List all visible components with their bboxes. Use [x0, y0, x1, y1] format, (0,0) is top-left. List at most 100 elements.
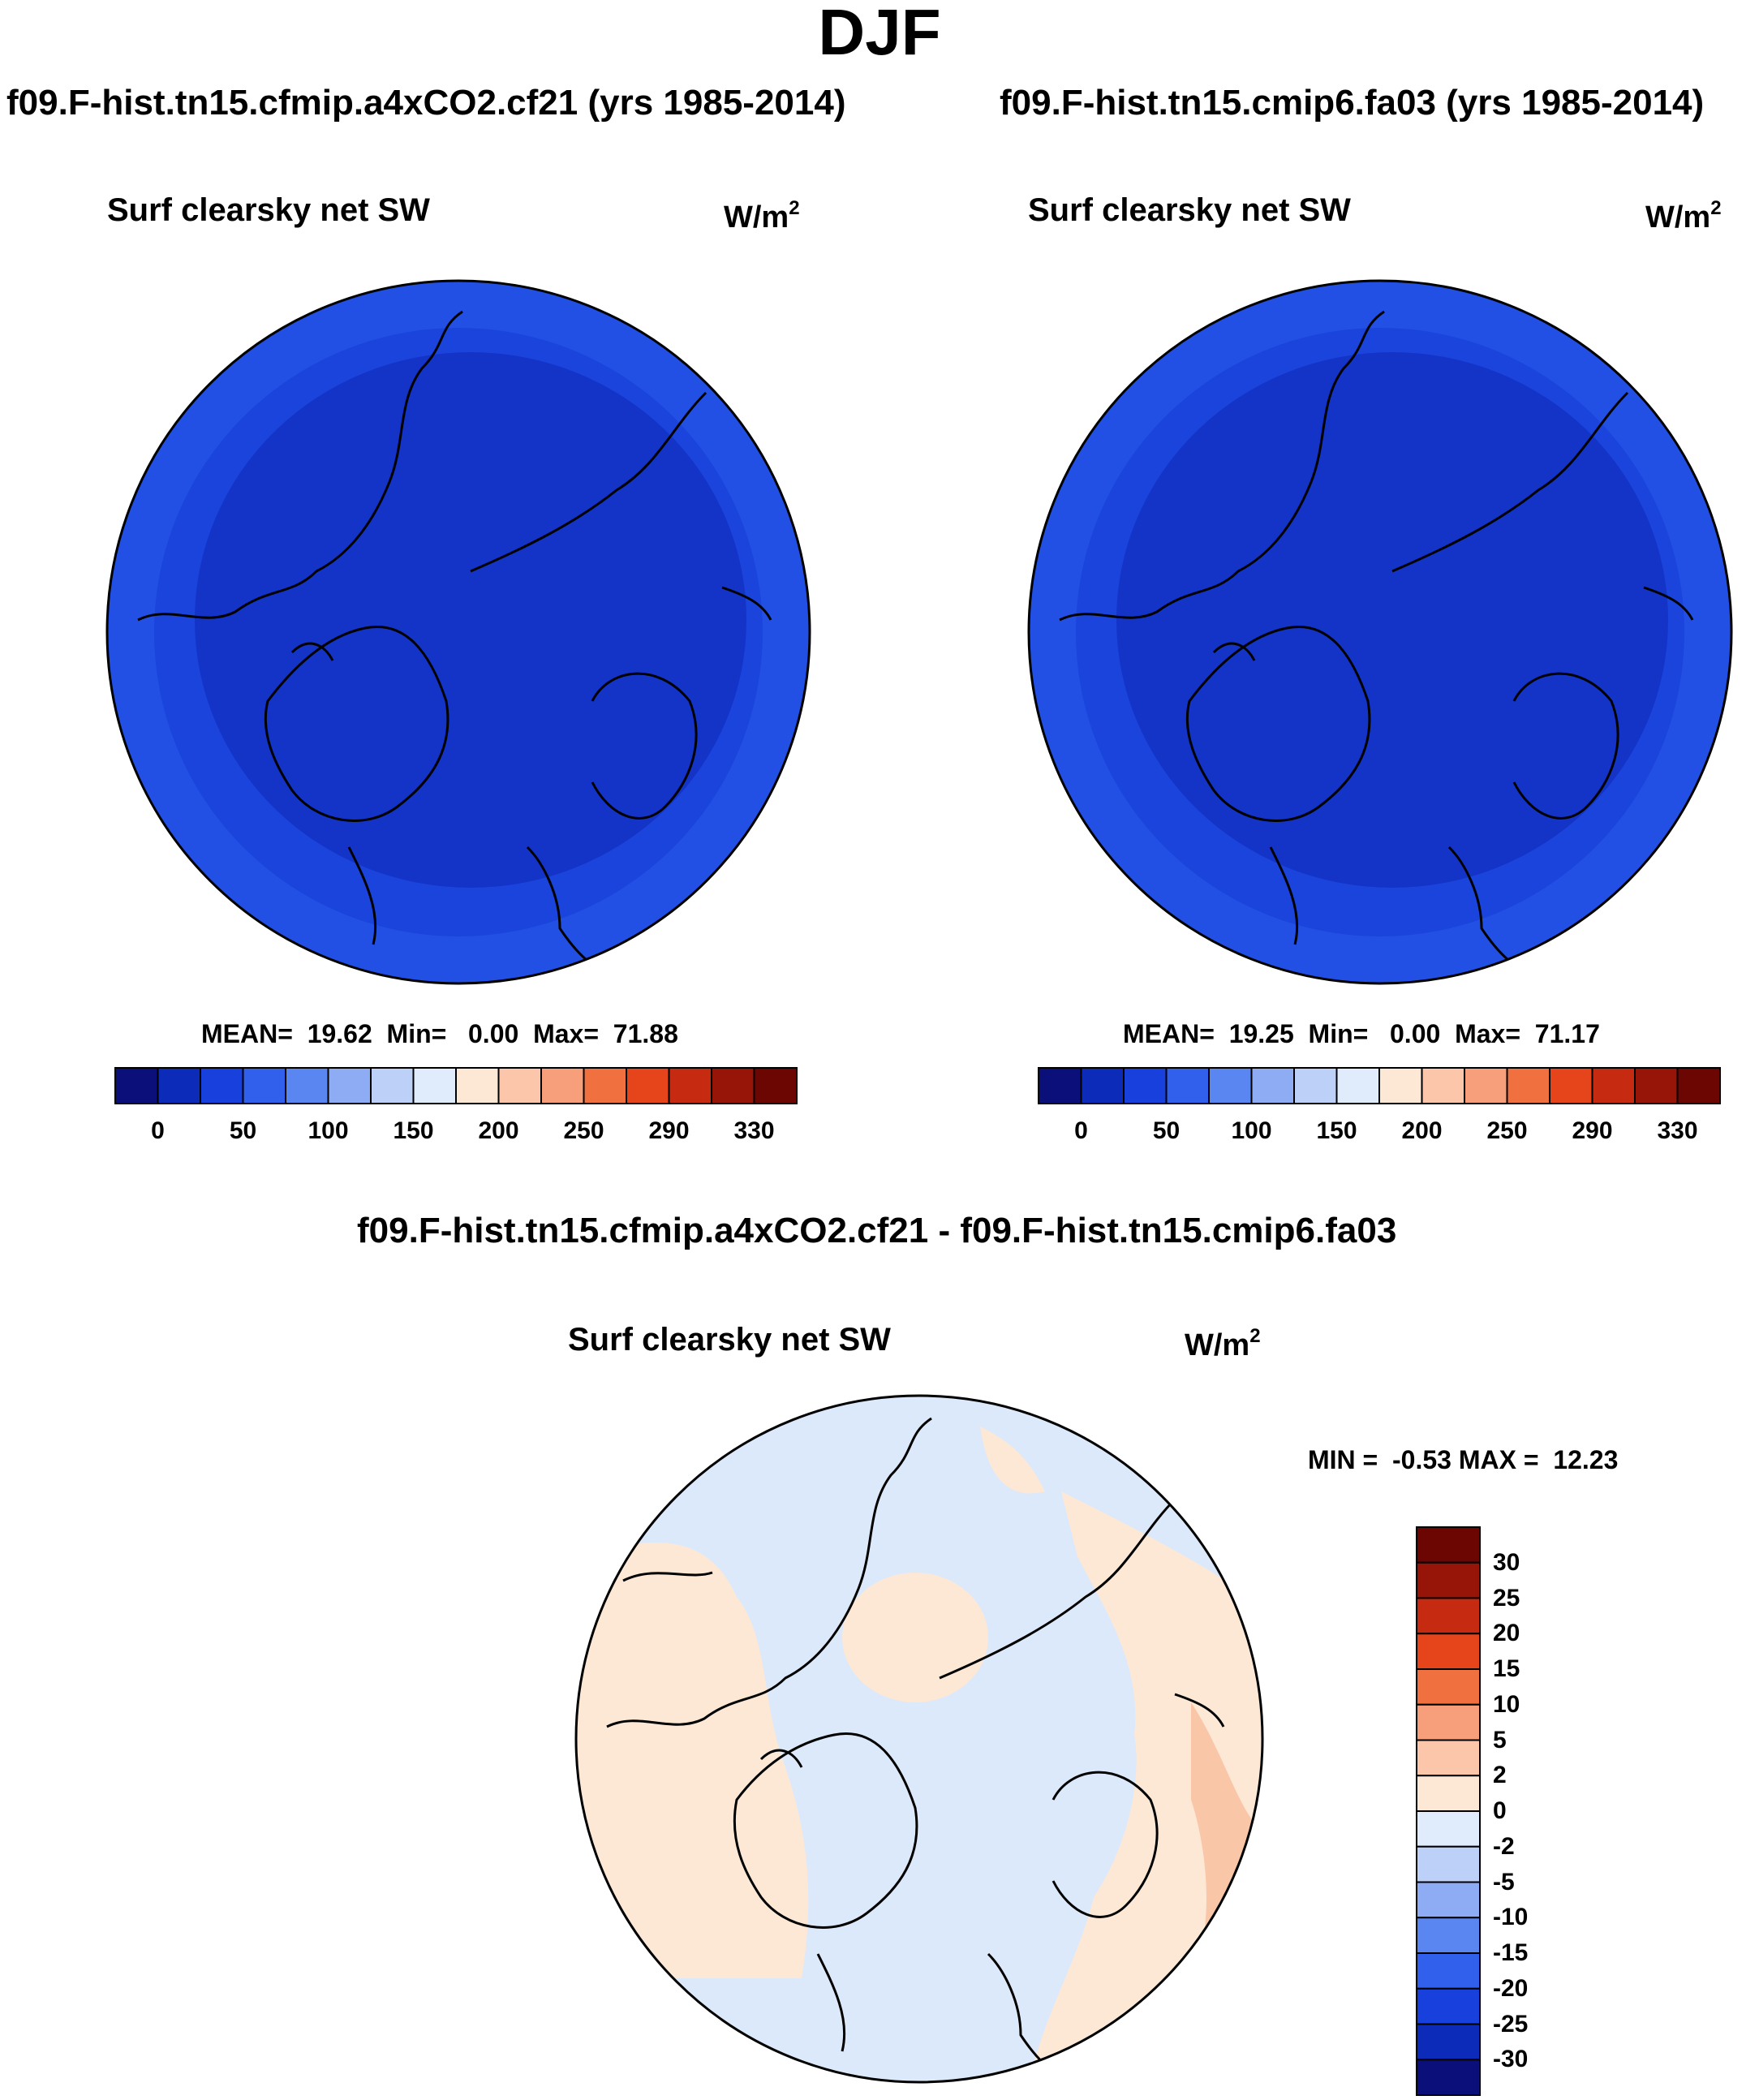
- panel2-colorbar-label: 0: [1074, 1117, 1088, 1144]
- panel3-colorbar-label: -10: [1493, 1904, 1529, 1931]
- panel2-colorbar: [1038, 1067, 1721, 1104]
- panel3-units: W/m2: [1185, 1325, 1261, 1363]
- panel3-warm-outer-region: [576, 1542, 809, 1978]
- panel2-colorbar-swatch: [1634, 1067, 1679, 1104]
- panel3-colorbar-swatch: [1416, 2023, 1481, 2061]
- panel2-variable-label: Surf clearsky net SW: [1028, 192, 1351, 228]
- panel2-colorbar-label: 250: [1486, 1117, 1528, 1144]
- panel1-colorbar-swatch: [285, 1067, 329, 1104]
- panel1-colorbar-swatch: [370, 1067, 415, 1104]
- panel2-colorbar-swatch: [1165, 1067, 1210, 1104]
- panel2-colorbar-swatch: [1293, 1067, 1338, 1104]
- panel3-variable-label: Surf clearsky net SW: [568, 1322, 891, 1358]
- panel2-polar-map: [1027, 279, 1733, 985]
- panel1-colorbar-label: 330: [733, 1117, 775, 1144]
- panel1-colorbar-swatch: [114, 1067, 159, 1104]
- panel3-colorbar-swatch: [1416, 1917, 1481, 1954]
- panel3-map-border: [574, 1394, 1264, 2084]
- panel1-colorbar-label: 290: [648, 1117, 690, 1144]
- panel2-colorbar-swatch: [1378, 1067, 1423, 1104]
- panel3-colorbar-swatch: [1416, 1810, 1481, 1848]
- panel3-colorbar-swatch: [1416, 1561, 1481, 1599]
- panel1-colorbar-label: 0: [151, 1117, 165, 1144]
- panel1-colorbar-swatch: [455, 1067, 500, 1104]
- panel2-colorbar-label: 100: [1231, 1117, 1272, 1144]
- panel3-stats: MIN = -0.53 MAX = 12.23: [1308, 1445, 1619, 1474]
- panel2-colorbar-swatch: [1421, 1067, 1465, 1104]
- panel3-warm-north-tip: [980, 1427, 1045, 1494]
- panel3-colorbar: [1416, 1526, 1481, 2096]
- panel1-colorbar: [114, 1067, 798, 1104]
- panel3-colorbar-swatch: [1416, 1668, 1481, 1706]
- panel2-title: f09.F-hist.tn15.cmip6.fa03 (yrs 1985-201…: [1000, 83, 1705, 123]
- panel3-colorbar-swatch: [1416, 1845, 1481, 1883]
- panel1-colorbar-swatch: [200, 1067, 244, 1104]
- panel3-colorbar-label: -5: [1493, 1868, 1515, 1896]
- panel3-colorbar-swatch: [1416, 2059, 1481, 2096]
- panel3-polar-map: [574, 1394, 1264, 2084]
- panel3-colorbar-label: 5: [1493, 1726, 1507, 1754]
- panel2-colorbar-swatch: [1250, 1067, 1295, 1104]
- panel2-colorbar-ticks: 0 50 100 150 200 250 290 330: [1039, 1117, 1720, 1147]
- panel3-colorbar-label: 20: [1493, 1620, 1520, 1647]
- panel3-colorbar-label: 15: [1493, 1655, 1520, 1682]
- panel2-colorbar-swatch: [1080, 1067, 1125, 1104]
- panel1-units: W/m2: [724, 197, 800, 235]
- panel1-colorbar-ticks: 0 50 100 150 200 250 290 330: [115, 1117, 797, 1147]
- panel2-coastlines: [1059, 310, 1694, 979]
- panel1-colorbar-swatch: [668, 1067, 712, 1104]
- panel1-stats: MEAN= 19.62 Min= 0.00 Max= 71.88: [201, 1019, 678, 1048]
- panel1-colorbar-label: 250: [563, 1117, 604, 1144]
- panel3-colorbar-label: -15: [1493, 1939, 1529, 1966]
- panel2-colorbar-swatch: [1506, 1067, 1550, 1104]
- panel2-colorbar-swatch: [1549, 1067, 1593, 1104]
- panel3-colorbar-ticks: 30 25 20 15 10 5 2 0 -2 -5 -10 -15 -20 -25 -30: [1493, 1527, 1590, 2095]
- panel3-colorbar-swatch: [1416, 1987, 1481, 2025]
- panel1-colorbar-swatch: [242, 1067, 286, 1104]
- panel3-colorbar-swatch: [1416, 1633, 1481, 1670]
- panel1-colorbar-label: 100: [308, 1117, 349, 1144]
- panel1-colorbar-swatch: [412, 1067, 457, 1104]
- panel2-stats: MEAN= 19.25 Min= 0.00 Max= 71.17: [1123, 1019, 1600, 1048]
- panel1-colorbar-swatch: [583, 1067, 627, 1104]
- panel1-colorbar-swatch: [327, 1067, 372, 1104]
- panel3-title: f09.F-hist.tn15.cfmip.a4xCO2.cf21 - f09.…: [357, 1211, 1397, 1250]
- panel1-colorbar-swatch: [753, 1067, 798, 1104]
- panel3-colorbar-swatch: [1416, 1597, 1481, 1635]
- figure-title: DJF: [818, 0, 941, 68]
- panel3-colorbar-label: -25: [1493, 2010, 1529, 2038]
- panel1-colorbar-label: 50: [229, 1117, 257, 1144]
- panel3-colorbar-label: 2: [1493, 1762, 1507, 1789]
- panel2-inner-dark: [1116, 352, 1668, 888]
- panel2-colorbar-label: 150: [1316, 1117, 1357, 1144]
- panel3-colorbar-label: 10: [1493, 1690, 1520, 1718]
- panel2-colorbar-label: 50: [1152, 1117, 1181, 1144]
- panel2-colorbar-swatch: [1038, 1067, 1082, 1104]
- panel1-coastlines: [137, 310, 772, 979]
- panel2-colorbar-label: 330: [1657, 1117, 1698, 1144]
- panel1-colorbar-swatch: [711, 1067, 755, 1104]
- panel1-colorbar-swatch: [626, 1067, 670, 1104]
- panel2-colorbar-swatch: [1123, 1067, 1168, 1104]
- panel3-colorbar-label: 0: [1493, 1797, 1507, 1824]
- panel1-map-border: [105, 279, 811, 985]
- panel1-colorbar-swatch: [540, 1067, 585, 1104]
- panel2-colorbar-swatch: [1335, 1067, 1380, 1104]
- panel2-units: W/m2: [1645, 197, 1722, 235]
- panel3-colorbar-label: -20: [1493, 1974, 1529, 2002]
- panel3-colorbar-label: -2: [1493, 1832, 1515, 1860]
- panel3-colorbar-swatch: [1416, 1739, 1481, 1777]
- panel3-colorbar-label: 25: [1493, 1584, 1520, 1612]
- panel1-inner-dark: [195, 352, 746, 888]
- panel3-warm-pole-spot: [842, 1573, 988, 1702]
- panel1-variable-label: Surf clearsky net SW: [107, 192, 430, 228]
- panel1-colorbar-label: 200: [478, 1117, 519, 1144]
- panel2-map-border: [1027, 279, 1733, 985]
- panel3-colorbar-label: 30: [1493, 1548, 1520, 1576]
- panel1-colorbar-swatch: [157, 1067, 201, 1104]
- panel2-colorbar-swatch: [1591, 1067, 1636, 1104]
- panel3-colorbar-swatch: [1416, 1775, 1481, 1812]
- panel2-colorbar-swatch: [1676, 1067, 1721, 1104]
- panel3-colorbar-label: -30: [1493, 2046, 1529, 2073]
- panel2-colorbar-swatch: [1208, 1067, 1253, 1104]
